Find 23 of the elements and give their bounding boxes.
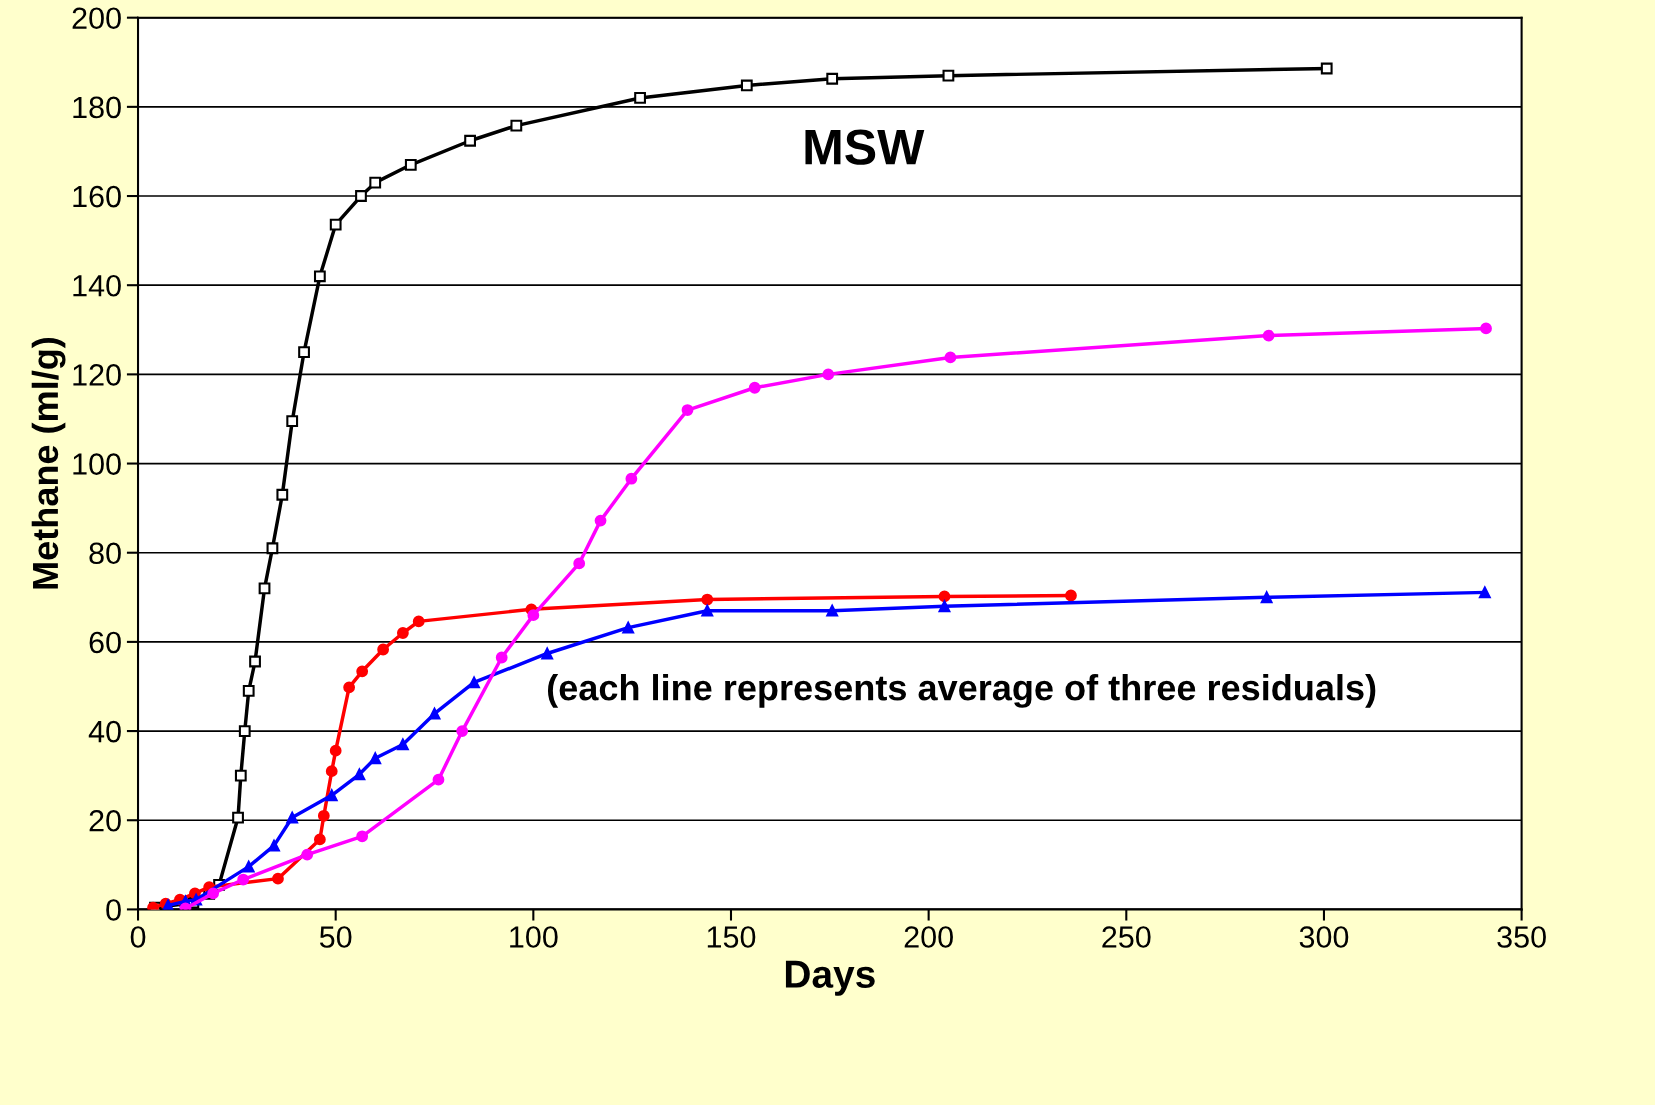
y-tick-label: 20 [89,809,121,832]
y-tick-label: 180 [73,96,121,119]
y-tick-label: 140 [73,274,121,297]
annotation: (each line represents average of three residuals) [547,674,1376,708]
x-tick-label: 350 [1497,926,1546,948]
y-tick-label: 0 [106,899,121,921]
y-tick-label: 40 [88,720,121,743]
x-tick-label: 0 [130,926,146,948]
y-axis-title: Methane (ml/g) [31,337,66,589]
y-tick-label: 120 [73,364,121,386]
x-tick-label: 200 [904,926,953,948]
y-tick-label: 100 [73,453,121,475]
x-tick-label: 250 [1102,926,1151,948]
y-tick-label: 160 [73,185,121,208]
annotation: MSW [805,129,925,165]
y-tick-label: 60 [89,631,121,654]
x-tick-label: 300 [1299,926,1349,948]
y-tick-label: 200 [72,7,121,30]
x-tick-label: 50 [319,926,352,948]
x-axis-title: Days [785,960,875,996]
x-tick-label: 150 [707,926,756,948]
x-tick-label: 100 [510,926,558,948]
y-tick-label: 80 [89,542,121,565]
